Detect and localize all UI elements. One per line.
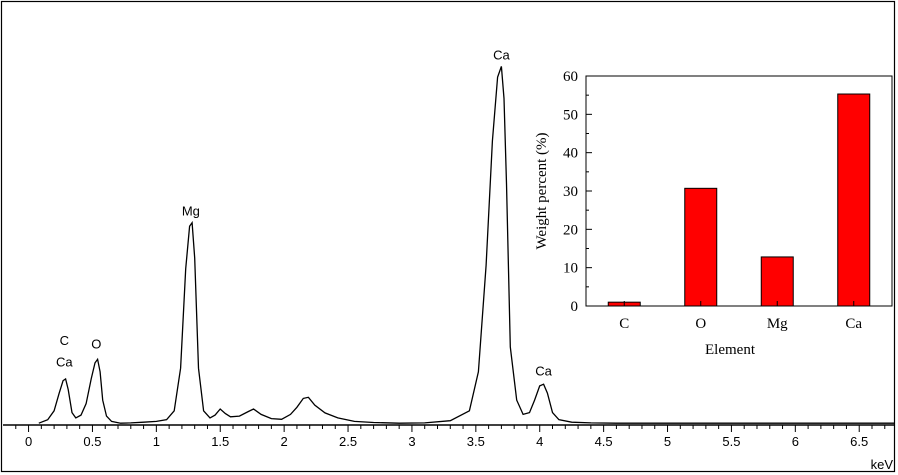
spectrum-peak-label: Ca [535, 363, 552, 378]
inset-bar-chart: 0 10 20 30 40 50 60 C O Mg Ca Element Weight perc… [534, 69, 893, 358]
spectrum-x-tick-label: 5 [664, 434, 671, 449]
spectrum-x-tick-label: 0.5 [83, 434, 101, 449]
inset-bar [760, 256, 794, 307]
inset-x-tick-label: Ca [845, 316, 862, 332]
spectrum-x-tick-label: 2 [281, 434, 288, 449]
inset-plot-border [585, 75, 893, 307]
spectrum-x-tick-label: 4 [536, 434, 543, 449]
inset-x-tick-labels: C O Mg Ca [619, 316, 862, 332]
inset-x-tick-label: C [619, 316, 629, 332]
spectrum-x-axis-label: keV [871, 457, 894, 472]
spectrum-x-tick-label: 6 [792, 434, 799, 449]
inset-bar [837, 93, 871, 307]
spectrum-peak-label: C [60, 333, 69, 348]
spectrum-series-line [38, 66, 895, 424]
spectrum-peak-label: Ca [56, 354, 73, 369]
inset-x-axis-label: Element [705, 342, 756, 358]
spectrum-x-tick-label: 2.5 [339, 434, 357, 449]
spectrum-x-tick-label: 3 [408, 434, 415, 449]
inset-y-tick-label: 40 [563, 146, 578, 162]
spectrum-x-tick-label: 1 [153, 434, 160, 449]
inset-x-tick-label: Mg [767, 316, 788, 332]
spectrum-x-tick-labels: 0 0.5 1 1.5 2 2.5 3 3.5 4 4.5 5 5.5 6 6.5 [25, 434, 868, 449]
spectrum-peak-label: Mg [182, 204, 200, 219]
spectrum-x-tick-label: 5.5 [722, 434, 740, 449]
inset-y-tick-labels: 0 10 20 30 40 50 60 [563, 69, 578, 315]
inset-y-tick-label: 0 [571, 299, 579, 315]
inset-y-axis-label: Weight percent (%) [534, 132, 550, 249]
spectrum-chart: 0 0.5 1 1.5 2 2.5 3 3.5 4 4.5 5 5.5 6 6.5 CCaOMgCaCa … [3, 47, 895, 472]
inset-x-ticks [623, 301, 855, 306]
spectrum-peak-label: Ca [493, 47, 510, 62]
spectrum-peak-label: O [91, 337, 101, 352]
spectrum-x-tick-label: 0 [25, 434, 32, 449]
inset-y-tick-label: 10 [563, 261, 578, 277]
inset-y-tick-label: 60 [563, 69, 578, 85]
spectrum-x-tick-label: 4.5 [595, 434, 613, 449]
spectrum-x-tick-label: 3.5 [467, 434, 485, 449]
inset-y-tick-label: 30 [563, 184, 578, 200]
inset-y-tick-label: 20 [563, 222, 578, 238]
spectrum-peak-labels: C Ca O Mg Ca Ca [56, 47, 553, 378]
spectrum-x-tick-label: 6.5 [850, 434, 868, 449]
inset-bar [684, 187, 718, 307]
inset-y-tick-label: 50 [563, 107, 578, 123]
inset-bars [607, 93, 871, 307]
spectrum-x-ticks [15, 425, 886, 432]
spectrum-x-tick-label: 1.5 [211, 434, 229, 449]
inset-x-tick-label: O [695, 316, 706, 332]
